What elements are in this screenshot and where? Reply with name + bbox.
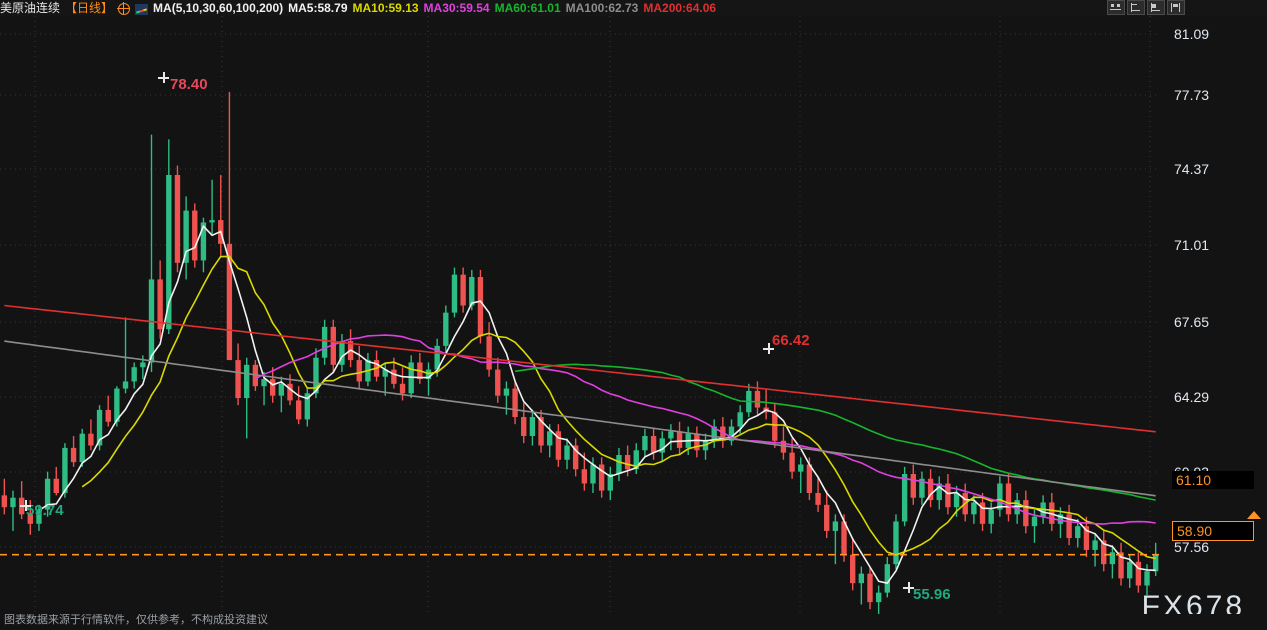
chart-toolbar <box>1107 0 1185 15</box>
high-annotation: 78.40 <box>170 76 208 93</box>
price-arrow-icon <box>1247 511 1261 519</box>
price-axis[interactable]: 81.09 77.73 74.37 71.01 67.65 64.29 60.9… <box>1160 16 1267 614</box>
crosshair-icon[interactable] <box>117 2 131 15</box>
align-end-tool-button[interactable] <box>1167 0 1185 15</box>
crosshair-tool-button[interactable] <box>1107 0 1125 15</box>
price-chart-plot[interactable]: 78.40 59.74 55.96 66.42 <box>0 16 1160 614</box>
chart-header: 美原油连续 【日线】 MA(5,10,30,60,100,200) MA5:58… <box>0 0 1267 16</box>
period-label[interactable]: 【日线】 <box>65 1 114 15</box>
ma5-value: MA5:58.79 <box>288 1 348 15</box>
symbol-name[interactable]: 美原油连续 <box>0 1 61 15</box>
low-right-annotation: 55.96 <box>913 586 951 603</box>
axis-tick: 81.09 <box>1174 26 1210 42</box>
last-price-tag[interactable]: 61.10 <box>1172 471 1254 489</box>
axis-tick: 67.65 <box>1174 314 1210 330</box>
footer-strip: 图表数据来源于行情软件，仅供参考，不构成投资建议 <box>0 614 1267 630</box>
ma-annotation: 66.42 <box>772 332 810 349</box>
align-right-tool-button[interactable] <box>1147 0 1165 15</box>
ma100-value: MA100:62.73 <box>565 1 639 15</box>
axis-tick: 71.01 <box>1174 237 1210 253</box>
axis-tick: 64.29 <box>1174 389 1210 405</box>
ma200-value: MA200:64.06 <box>643 1 717 15</box>
low-left-annotation: 59.74 <box>26 502 64 519</box>
current-price-tag[interactable]: 58.90 <box>1172 521 1254 541</box>
ma30-value: MA30:59.54 <box>423 1 490 15</box>
axis-tick: 77.73 <box>1174 87 1210 103</box>
footer-note: 图表数据来源于行情软件，仅供参考，不构成投资建议 <box>4 614 268 626</box>
axis-tick: 74.37 <box>1174 161 1210 177</box>
candlestick-svg <box>0 16 1160 614</box>
chart-type-icon[interactable] <box>135 3 149 15</box>
low-right-marker-icon <box>903 582 914 593</box>
ma10-value: MA10:59.13 <box>352 1 419 15</box>
axis-tick: 57.56 <box>1174 539 1210 555</box>
low-left-marker-icon <box>20 500 31 511</box>
ma60-value: MA60:61.01 <box>494 1 561 15</box>
ma-marker-icon <box>763 343 774 354</box>
high-marker-icon <box>158 72 169 83</box>
align-left-tool-button[interactable] <box>1127 0 1145 15</box>
ma-legend-label: MA(5,10,30,60,100,200) <box>153 1 284 15</box>
